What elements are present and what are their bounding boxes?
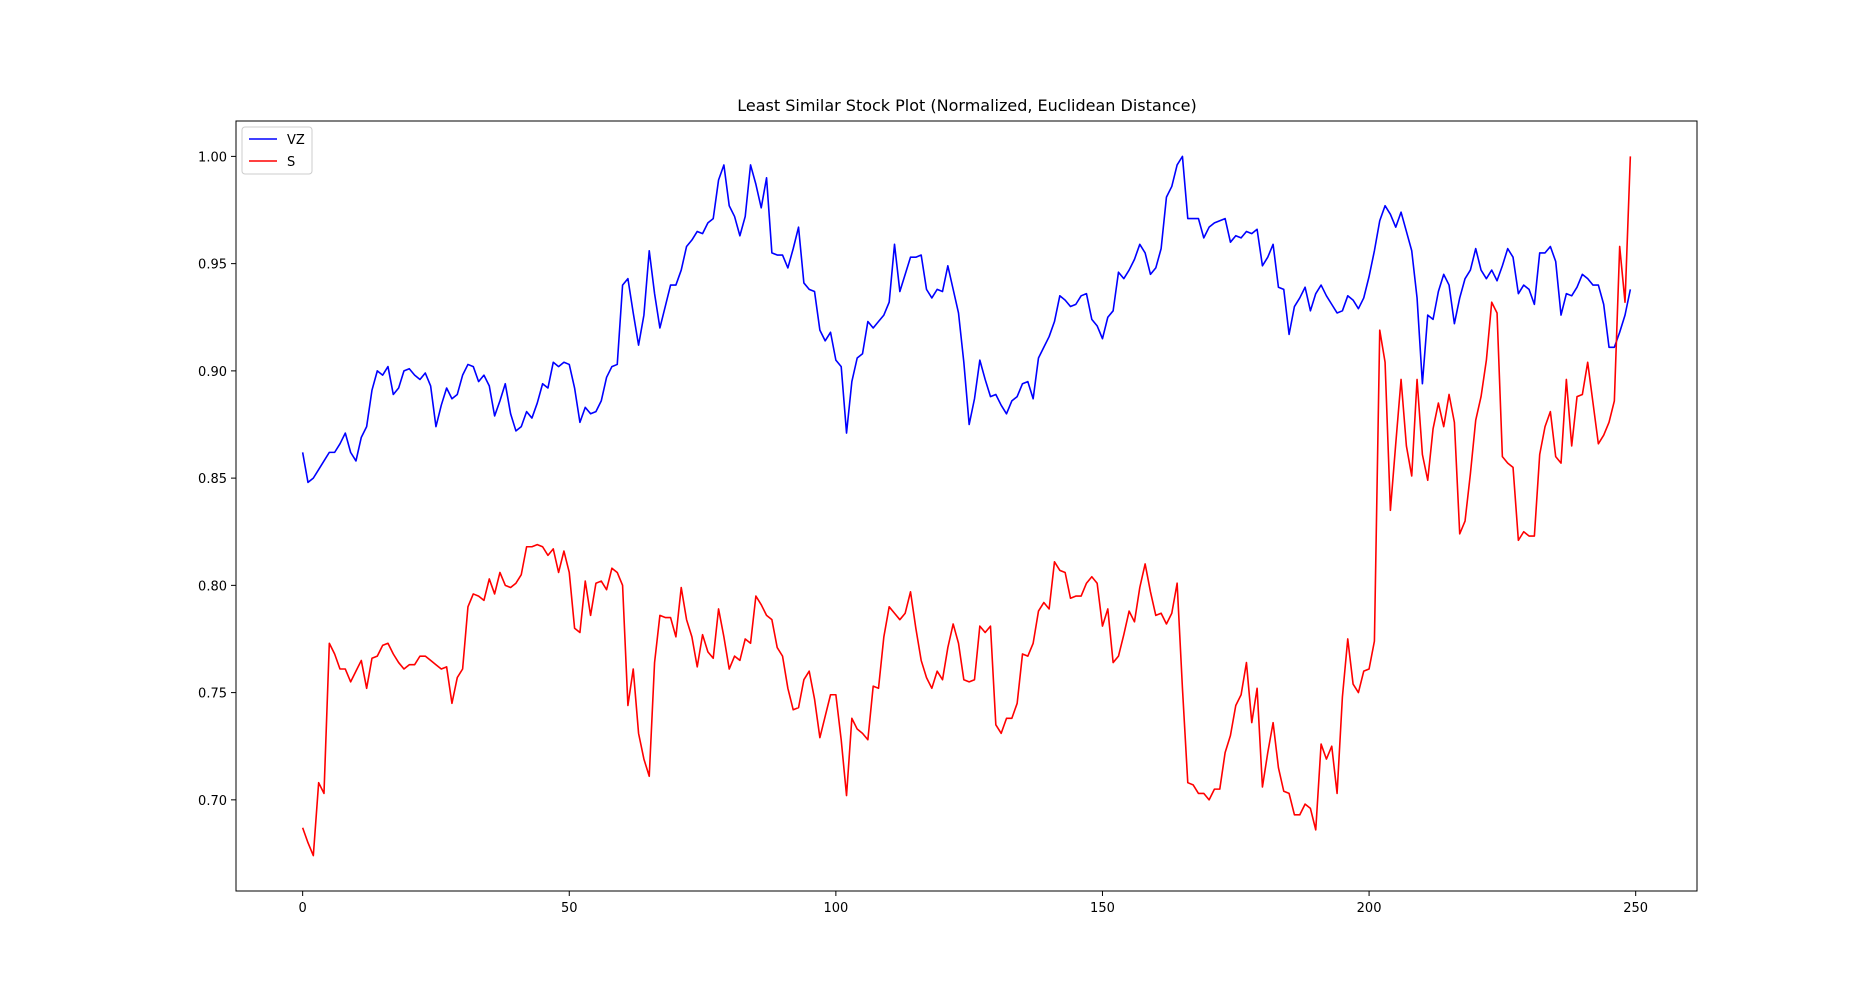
plot-area-frame — [235, 120, 1698, 892]
y-tick-label: 0.95 — [198, 258, 227, 273]
x-tick-label: 50 — [561, 901, 578, 916]
y-tick-label: 0.85 — [198, 472, 227, 487]
x-tick-label: 250 — [1623, 901, 1648, 916]
series-line-vz — [301, 155, 1632, 484]
y-tick-label: 0.70 — [198, 794, 227, 809]
y-tick-label: 0.90 — [198, 365, 227, 380]
y-tick-label: 1.00 — [198, 150, 227, 165]
x-tick-label: 0 — [299, 901, 307, 916]
legend-label-s: S — [287, 155, 295, 170]
x-tick-label: 150 — [1090, 901, 1115, 916]
legend: VZ S — [241, 126, 313, 175]
legend-label-vz: VZ — [287, 133, 305, 148]
y-tick-label: 0.75 — [198, 687, 227, 702]
series-line-s — [301, 156, 1632, 857]
x-tick-label: 200 — [1357, 901, 1382, 916]
chart-title: Least Similar Stock Plot (Normalized, Eu… — [737, 96, 1196, 115]
y-tick-label: 0.80 — [198, 579, 227, 594]
axis-ticks: 0 50 100 150 200 250 0.70 0.75 0.80 0.85 0.90 0.95 1… — [198, 150, 1648, 916]
x-tick-label: 100 — [823, 901, 848, 916]
series-layer — [301, 155, 1632, 857]
